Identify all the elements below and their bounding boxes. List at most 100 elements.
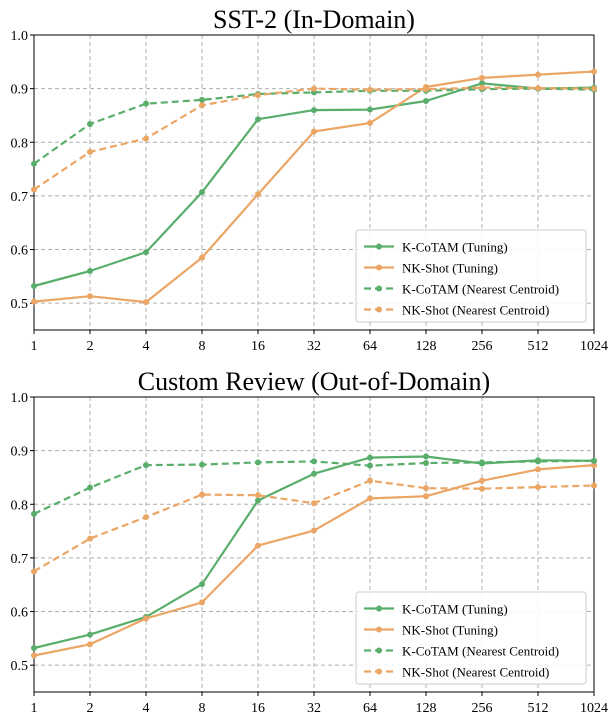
data-point bbox=[87, 121, 93, 128]
data-point bbox=[199, 102, 205, 109]
x-tick-label: 32 bbox=[307, 339, 321, 354]
x-tick-label: 8 bbox=[199, 339, 206, 354]
data-point bbox=[311, 500, 317, 507]
data-point bbox=[199, 189, 205, 196]
y-tick-label: 0.9 bbox=[11, 83, 29, 98]
legend-label: K-CoTAM (Nearest Centroid) bbox=[402, 644, 559, 659]
x-tick-label: 64 bbox=[363, 701, 377, 716]
legend-marker bbox=[376, 306, 382, 313]
data-point bbox=[143, 135, 149, 142]
axes-frame bbox=[33, 396, 595, 693]
y-tick-label: 0.6 bbox=[11, 606, 29, 621]
data-point bbox=[591, 457, 597, 464]
data-point bbox=[31, 283, 37, 290]
data-point bbox=[199, 491, 205, 498]
data-point bbox=[591, 85, 597, 92]
data-point bbox=[31, 645, 37, 652]
x-tick-label: 64 bbox=[363, 339, 377, 354]
data-point bbox=[87, 268, 93, 274]
data-point bbox=[87, 484, 93, 491]
data-point bbox=[367, 495, 373, 502]
data-point bbox=[87, 641, 93, 648]
x-tick-label: 1 bbox=[31, 339, 38, 354]
data-point bbox=[87, 535, 93, 542]
x-tick-label: 16 bbox=[251, 339, 265, 354]
data-point bbox=[255, 459, 261, 466]
data-point bbox=[479, 485, 485, 492]
data-point bbox=[535, 466, 541, 473]
x-tick-label: 128 bbox=[416, 701, 437, 716]
data-point bbox=[31, 160, 37, 167]
data-point bbox=[423, 453, 429, 460]
data-point bbox=[311, 85, 317, 92]
x-tick-label: 2 bbox=[87, 339, 94, 354]
x-tick-label: 1024 bbox=[580, 701, 608, 716]
y-tick-label: 0.6 bbox=[11, 244, 29, 259]
data-point bbox=[31, 298, 37, 305]
series-line bbox=[33, 86, 595, 191]
legend-label: K-CoTAM (Tuning) bbox=[402, 240, 508, 255]
data-point bbox=[367, 86, 373, 93]
data-point bbox=[367, 454, 373, 461]
data-point bbox=[143, 514, 149, 521]
y-tick-label: 1.0 bbox=[11, 391, 29, 406]
y-tick-label: 0.7 bbox=[11, 552, 29, 567]
data-point bbox=[479, 80, 485, 87]
data-point bbox=[423, 97, 429, 104]
data-point bbox=[199, 581, 205, 588]
chart-title: SST-2 (In-Domain) bbox=[213, 5, 415, 34]
data-point bbox=[143, 615, 149, 622]
data-point bbox=[311, 458, 317, 465]
legend-marker bbox=[376, 243, 382, 250]
data-point bbox=[479, 459, 485, 466]
data-point bbox=[87, 148, 93, 155]
data-point bbox=[535, 458, 541, 465]
legend-marker bbox=[376, 605, 382, 612]
data-point bbox=[255, 116, 261, 123]
data-point bbox=[311, 107, 317, 114]
legend-marker bbox=[376, 626, 382, 633]
data-point bbox=[591, 68, 597, 75]
y-tick-label: 1.0 bbox=[11, 29, 29, 44]
chart-title: Custom Review (Out-of-Domain) bbox=[138, 367, 490, 396]
data-point bbox=[31, 568, 37, 575]
data-point bbox=[535, 85, 541, 92]
y-tick-label: 0.7 bbox=[11, 190, 29, 205]
data-point bbox=[367, 477, 373, 484]
legend-marker bbox=[376, 264, 382, 271]
data-point bbox=[199, 599, 205, 606]
data-point bbox=[199, 461, 205, 468]
data-point bbox=[367, 119, 373, 126]
legend-label: NK-Shot (Tuning) bbox=[402, 623, 498, 638]
legend-label: NK-Shot (Nearest Centroid) bbox=[402, 303, 549, 318]
data-point bbox=[423, 459, 429, 466]
x-tick-label: 8 bbox=[199, 701, 206, 716]
data-point bbox=[143, 249, 149, 256]
data-point bbox=[311, 128, 317, 135]
legend-label: K-CoTAM (Tuning) bbox=[402, 602, 508, 617]
legend-marker bbox=[376, 668, 382, 675]
data-point bbox=[479, 477, 485, 484]
data-point bbox=[255, 542, 261, 549]
legend-marker bbox=[376, 285, 382, 292]
x-tick-label: 1 bbox=[31, 701, 38, 716]
data-point bbox=[535, 71, 541, 78]
y-tick-label: 0.9 bbox=[11, 445, 29, 460]
x-tick-label: 2 bbox=[87, 701, 94, 716]
data-point bbox=[311, 527, 317, 534]
data-point bbox=[479, 74, 485, 81]
x-tick-label: 4 bbox=[143, 701, 150, 716]
data-point bbox=[423, 485, 429, 492]
data-point bbox=[199, 254, 205, 261]
data-point bbox=[87, 293, 93, 300]
data-point bbox=[143, 100, 149, 107]
axes-frame bbox=[33, 34, 595, 331]
data-point bbox=[367, 106, 373, 113]
chart-custom-review: Custom Review (Out-of-Domain) 0.5 0.6 0.7 0.… bbox=[11, 367, 609, 716]
data-point bbox=[31, 652, 37, 659]
x-tick-label: 256 bbox=[472, 339, 493, 354]
data-point bbox=[255, 497, 261, 504]
data-point bbox=[255, 92, 261, 99]
chart-sst2: SST-2 (In-Domain) 0.5 0.6 0.7 0.8 0.9 1.0 1 2 4 8 1… bbox=[11, 5, 609, 354]
y-tick-label: 0.8 bbox=[11, 136, 29, 151]
